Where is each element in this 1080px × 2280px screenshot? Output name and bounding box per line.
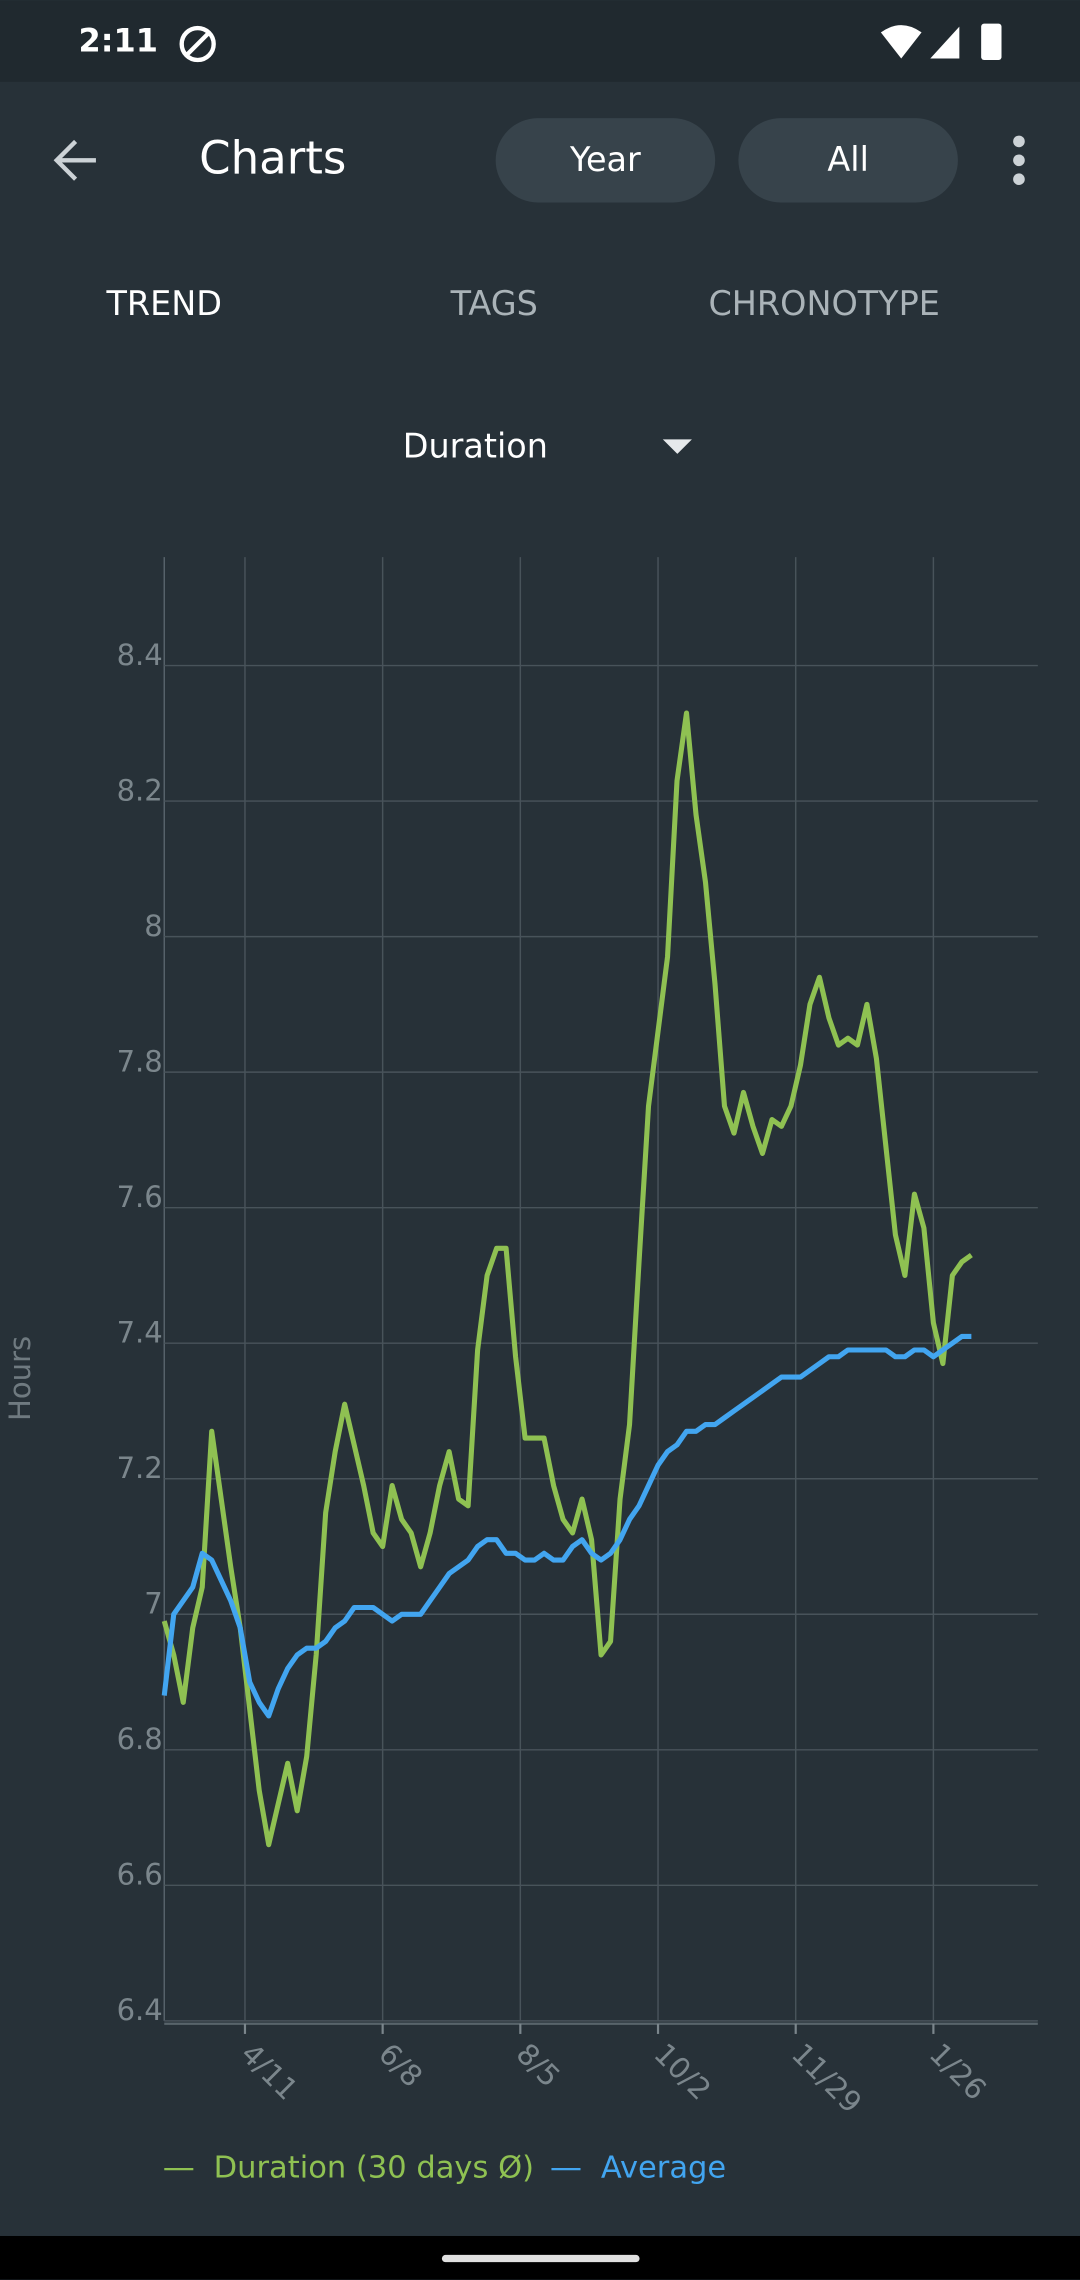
all-button[interactable] (738, 118, 958, 203)
y-tick-label: 8.2 (117, 773, 163, 807)
battery-icon (981, 23, 1002, 60)
status-icon (179, 25, 216, 63)
y-tick-label: 7.6 (117, 1180, 163, 1214)
y-tick-label: 7.8 (117, 1044, 163, 1078)
dropdown-label[interactable]: Duration (403, 427, 548, 466)
y-tick-label: 8.4 (117, 638, 163, 672)
more-menu[interactable] (1013, 135, 1025, 186)
button-label[interactable]: All (827, 140, 868, 179)
wifi-icon (880, 25, 922, 59)
header-title: Charts (199, 132, 346, 185)
year-button[interactable] (495, 118, 716, 203)
tab[interactable]: TREND (106, 284, 223, 323)
dropdown-arrow[interactable] (662, 439, 692, 454)
status-bar (0, 0, 1080, 82)
legend-label: Duration (30 days Ø) (214, 2151, 534, 2186)
signal-icon (930, 26, 960, 59)
y-tick-label: 6.8 (117, 1722, 163, 1756)
tab[interactable]: TAGS (450, 284, 538, 323)
y-tick-label: 7.2 (117, 1451, 163, 1485)
y-tick-label: 6.4 (117, 1993, 163, 2027)
home-indicator[interactable] (441, 2254, 640, 2263)
status-time: 2:11 (78, 22, 158, 60)
data-line (161, 710, 973, 1848)
y-tick-label: 7.4 (117, 1315, 163, 1349)
data-line (161, 1333, 972, 1719)
button-label[interactable]: Year (569, 140, 641, 179)
tab[interactable]: CHRONOTYPE (708, 284, 939, 323)
legend-label: Average (601, 2151, 726, 2186)
y-axis-label: Hours (3, 1336, 37, 1421)
y-tick-label: 8 (144, 909, 163, 943)
back-button[interactable] (53, 139, 96, 181)
y-tick-label: 7 (144, 1587, 163, 1621)
y-tick-label: 6.6 (117, 1858, 163, 1892)
